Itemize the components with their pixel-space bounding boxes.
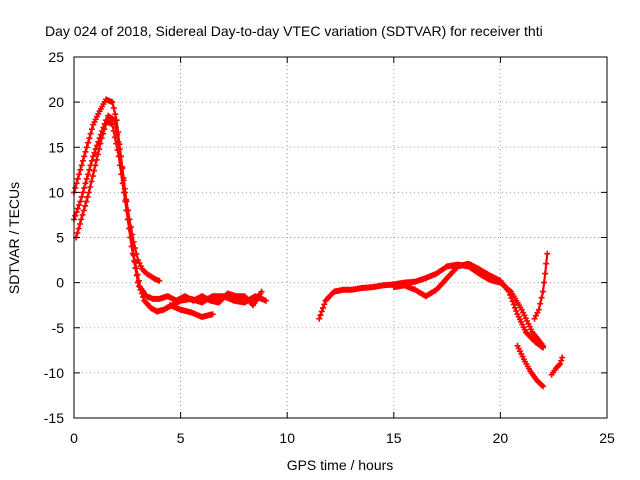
y-tick-label: 25 — [48, 49, 64, 65]
grid-lines — [74, 57, 607, 418]
series-arc-9 — [548, 354, 566, 378]
y-tick-label: -15 — [44, 410, 64, 426]
data-point-markers — [390, 260, 546, 351]
series-arc-3 — [73, 112, 265, 309]
data-point-markers — [514, 342, 546, 390]
y-axis-label: SDTVAR / TECUs — [6, 182, 22, 294]
x-tick-label: 10 — [279, 430, 295, 446]
chart-title: Day 024 of 2018, Sidereal Day-to-day VTE… — [45, 23, 543, 39]
y-tick-label: 20 — [48, 94, 64, 110]
x-axis-label: GPS time / hours — [287, 457, 394, 473]
axis-ticks: 0 5 10 15 20 25 -15 -10 -5 0 5 10 15 20 25 — [44, 49, 615, 446]
x-tick-label: 5 — [177, 430, 185, 446]
data-series — [71, 96, 566, 390]
series-arc-7 — [514, 342, 546, 390]
y-tick-label: 15 — [48, 139, 64, 155]
series-line — [74, 114, 263, 307]
y-tick-label: -10 — [44, 365, 64, 381]
series-arc-4 — [166, 302, 216, 320]
x-tick-label: 20 — [493, 430, 509, 446]
data-point-markers — [166, 302, 216, 320]
y-tick-label: 0 — [56, 275, 64, 291]
data-point-markers — [548, 354, 566, 378]
y-tick-label: -5 — [52, 320, 65, 336]
data-point-markers — [531, 250, 551, 322]
x-tick-label: 0 — [70, 430, 78, 446]
y-tick-label: 5 — [56, 230, 64, 246]
x-tick-label: 15 — [386, 430, 402, 446]
y-tick-label: 10 — [48, 184, 64, 200]
series-arc-8 — [531, 250, 551, 322]
series-arc-6 — [390, 260, 546, 351]
x-tick-label: 25 — [599, 430, 615, 446]
